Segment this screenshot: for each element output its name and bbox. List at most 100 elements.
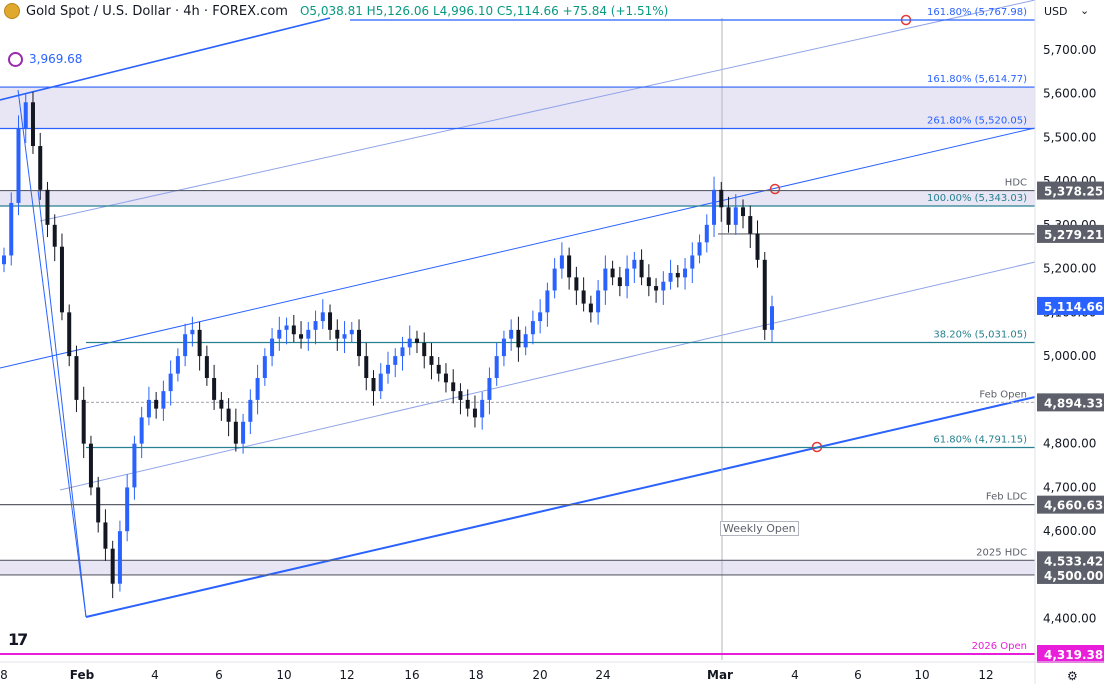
level-label-6: 38.20% (5,031.05): [933, 330, 1027, 341]
candle-body: [306, 329, 311, 339]
candle: [661, 271, 666, 305]
candle-body: [212, 378, 217, 400]
candle: [567, 247, 572, 290]
candle: [451, 369, 456, 404]
candle-body: [407, 338, 412, 348]
candle-body: [291, 325, 296, 335]
candle: [299, 321, 304, 349]
candle: [414, 330, 419, 354]
candle: [386, 351, 390, 384]
candle: [357, 319, 362, 367]
candle: [690, 242, 695, 284]
candle-body: [668, 272, 673, 282]
trend-channel: [0, 0, 1036, 660]
axis-level-badge-label: 4,660.63: [1044, 499, 1103, 513]
candle: [9, 192, 14, 266]
candle-body: [226, 408, 231, 422]
candle-body: [414, 338, 419, 343]
candle-body: [654, 286, 659, 291]
currency-selector[interactable]: USD: [1044, 5, 1068, 18]
candle: [30, 91, 35, 154]
candle: [610, 260, 615, 286]
candle: [726, 196, 731, 233]
candle-body: [284, 325, 289, 330]
candle: [219, 392, 224, 421]
candle-body: [154, 399, 159, 409]
candle: [697, 234, 702, 264]
candle-body: [183, 334, 188, 357]
candle-body: [349, 329, 354, 335]
level-label-1: 161.80% (5,614.77): [927, 74, 1027, 85]
candle: [559, 242, 564, 279]
y-axis[interactable]: 4,400.00 4,500.00 4,600.00 4,700.00 4,800.00…: [1034, 0, 1104, 684]
candle: [212, 364, 217, 410]
candle-body: [52, 224, 57, 247]
symbol-title[interactable]: Gold Spot / U.S. Dollar · 4h · FOREX.com: [26, 3, 288, 19]
candle: [393, 348, 398, 378]
candle: [277, 316, 282, 351]
marker-value: 3,969.68: [29, 52, 83, 66]
candle: [429, 342, 434, 380]
candle-body: [270, 338, 275, 357]
candle: [175, 348, 180, 382]
candle-body: [712, 189, 717, 225]
candle-body: [219, 399, 224, 409]
axis-level-badge: [1037, 645, 1104, 663]
candle-body: [639, 259, 644, 278]
candle-body: [328, 312, 333, 330]
candle: [291, 314, 296, 343]
candle: [197, 321, 202, 371]
candle: [255, 364, 260, 415]
candle: [480, 392, 485, 430]
candle: [226, 398, 231, 437]
candle: [538, 299, 543, 334]
last-price-badge: [1037, 296, 1104, 315]
candle-body: [458, 391, 463, 400]
candle: [45, 181, 50, 238]
x-axis[interactable]: 8 Feb 4 6 10 12 16 18 20 24 Mar 4 6 10 12: [0, 661, 1104, 682]
x-tick-label: 12: [339, 668, 354, 682]
chart-header: Gold Spot / U.S. Dollar · 4h · FOREX.com…: [4, 3, 668, 19]
candle-body: [625, 268, 630, 287]
x-tick-label: Feb: [70, 668, 95, 682]
level-label-10: 2025 HDC: [976, 547, 1027, 558]
candles: [2, 91, 774, 599]
candle-body: [726, 207, 731, 225]
candle-body: [741, 207, 746, 217]
axis-level-badge: [1037, 181, 1104, 200]
horizontal-levels: 161.80% (5,767.98) 161.80% (5,614.77) 261.…: [0, 7, 1035, 655]
ohlc-open: O5,038.81: [299, 4, 363, 18]
candle-body: [197, 329, 202, 357]
chevron-down-icon[interactable]: ⌄: [1080, 4, 1090, 17]
candle: [88, 435, 93, 496]
candle: [371, 370, 376, 406]
gear-icon[interactable]: ⚙: [1067, 669, 1078, 683]
candle-body: [262, 356, 267, 379]
tradingview-logo-icon[interactable]: 17: [8, 630, 28, 649]
x-tick-label: 4: [791, 668, 799, 682]
axis-level-badge-label: 5,279.21: [1044, 228, 1103, 242]
level-label-0: 161.80% (5,767.98): [927, 7, 1027, 18]
candle-body: [422, 342, 427, 357]
candle-body: [530, 321, 535, 335]
swing-line-a: [17, 89, 87, 618]
candle: [422, 332, 427, 369]
candle: [748, 205, 753, 249]
candle-body: [567, 255, 572, 278]
level-zones: [0, 87, 1035, 575]
candle: [103, 509, 108, 561]
y-tick-label: 4,400.00: [1043, 612, 1096, 626]
candle-body: [516, 329, 521, 348]
level-label-7: Feb Open: [979, 389, 1027, 400]
ohlc-high: H5,126.06: [366, 4, 430, 18]
candle: [683, 258, 688, 290]
candle-body: [371, 378, 376, 392]
candle-body: [509, 329, 514, 339]
candle-body: [480, 399, 485, 418]
candle: [755, 220, 760, 268]
candle: [581, 277, 586, 312]
candle-body: [139, 417, 144, 444]
candle-body: [683, 268, 688, 278]
y-tick-label: 5,700.00: [1043, 43, 1096, 57]
